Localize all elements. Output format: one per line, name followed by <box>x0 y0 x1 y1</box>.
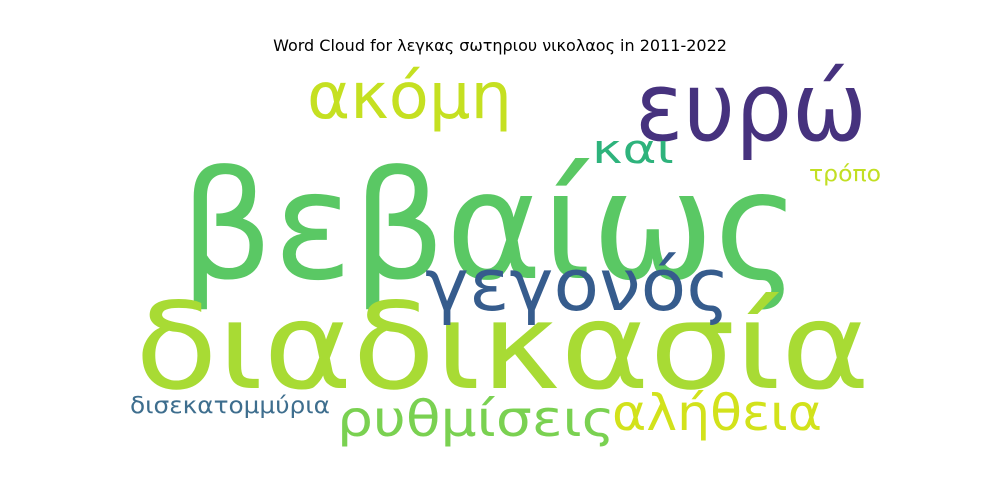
word-cloud-word: και <box>592 127 674 173</box>
word-cloud-word: δισεκατομμύρια <box>130 393 330 419</box>
word-cloud-word: αλήθεια <box>612 384 822 442</box>
word-cloud-word: τρόπο <box>809 162 881 187</box>
word-cloud-word: ρυθμίσεις <box>337 390 615 448</box>
word-cloud-word: γεγονός <box>425 243 730 327</box>
chart-title: Word Cloud for λεγκας σωτηριου νικολαος … <box>273 36 727 55</box>
word-cloud-word: ακόμη <box>307 60 512 134</box>
word-cloud-word: ευρώ <box>635 53 867 163</box>
word-cloud-word: διαδικασία <box>135 278 870 417</box>
word-cloud-word: βεβαίως <box>180 140 800 314</box>
